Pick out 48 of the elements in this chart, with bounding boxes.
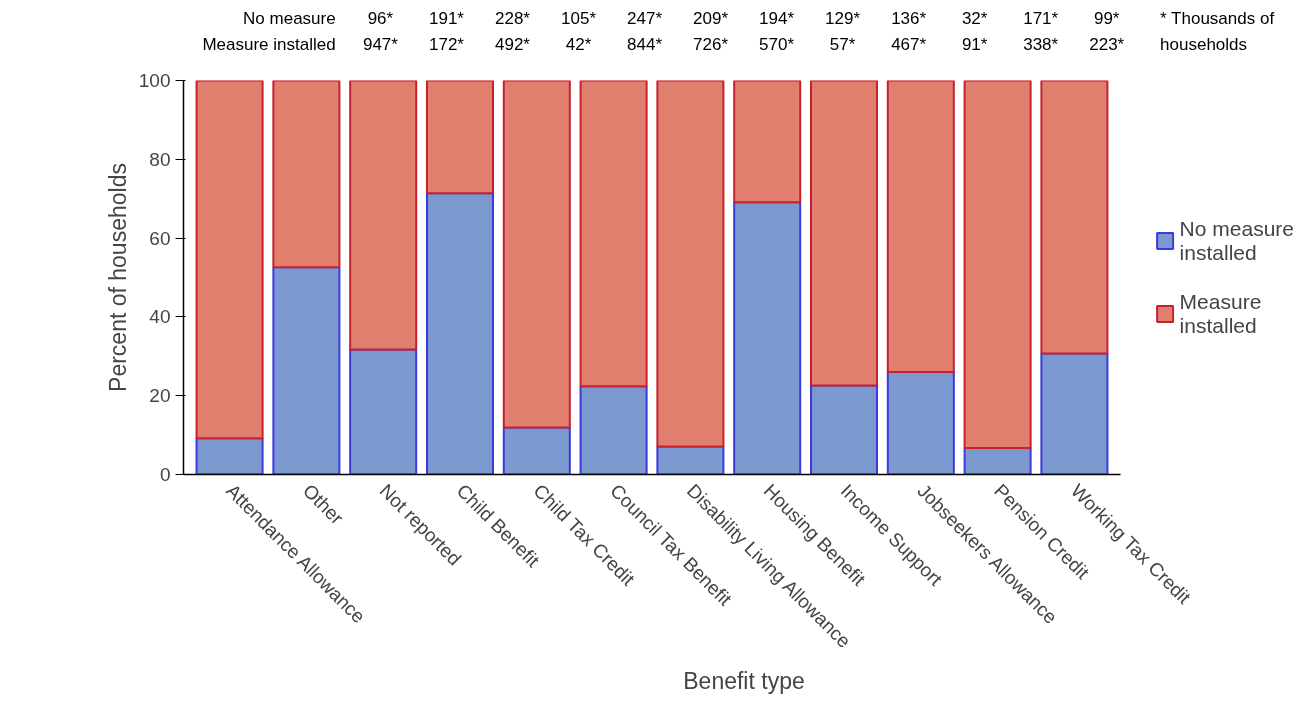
text: 99* 223* xyxy=(1089,8,1125,55)
bar xyxy=(272,266,341,475)
bar xyxy=(502,426,571,475)
bar xyxy=(195,80,264,440)
bar xyxy=(809,80,879,387)
bar xyxy=(502,80,571,429)
bar xyxy=(886,371,955,475)
bar xyxy=(579,80,648,388)
bar xyxy=(349,348,418,475)
text: 228* 492* xyxy=(494,8,531,55)
text: 194* 570* xyxy=(759,8,795,55)
x-axis-title: Benefit type xyxy=(683,667,805,694)
bar xyxy=(656,445,725,475)
legend-label: No measure installed xyxy=(1179,216,1294,265)
y-axis-title: Percent of households xyxy=(104,163,131,392)
text: 247* 844* xyxy=(627,8,663,55)
y-tick-label: 100 xyxy=(138,70,171,91)
bar xyxy=(1040,352,1109,475)
text: 136* 467* xyxy=(891,8,927,55)
text: 191* 172* xyxy=(428,8,465,55)
text: No measure Measure installed xyxy=(202,8,336,55)
y-tick-label: 80 xyxy=(149,148,171,170)
bar xyxy=(886,80,955,374)
y-tick-label: 0 xyxy=(159,464,171,485)
text: * Thousands of households xyxy=(1160,8,1275,55)
y-tick-label: 60 xyxy=(149,227,171,249)
text: 129* 57* xyxy=(825,8,861,55)
bar xyxy=(349,80,418,351)
text: 209* 726* xyxy=(693,8,729,55)
y-tick-label: 40 xyxy=(149,306,171,328)
bar xyxy=(425,192,495,475)
bar xyxy=(656,80,725,448)
bar xyxy=(963,80,1032,450)
text: 105* 42* xyxy=(561,8,597,55)
bar xyxy=(809,384,879,475)
bar xyxy=(272,80,341,269)
bar xyxy=(733,80,802,204)
text: 171* 338* xyxy=(1023,8,1059,55)
bar xyxy=(1040,80,1109,355)
text: 32* 91* xyxy=(961,8,988,55)
legend-label: Measure installed xyxy=(1179,289,1262,338)
bar xyxy=(963,447,1032,475)
text: 96* 947* xyxy=(362,8,399,55)
bar xyxy=(579,385,648,475)
bar xyxy=(425,80,495,195)
y-tick-label: 20 xyxy=(149,385,171,407)
bar xyxy=(733,201,802,475)
bar xyxy=(195,437,264,475)
